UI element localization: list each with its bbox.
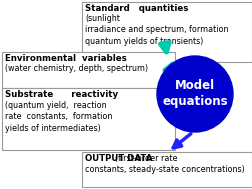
Text: Model: Model xyxy=(174,80,214,92)
Text: Substrate      reactivity: Substrate reactivity xyxy=(5,90,118,99)
Text: equations: equations xyxy=(162,95,227,108)
Text: (quantum yield,  reaction
rate  constants,  formation
yields of intermediates): (quantum yield, reaction rate constants,… xyxy=(5,101,112,133)
Text: Environmental  variables: Environmental variables xyxy=(5,54,126,63)
Text: OUTPUT DATA: OUTPUT DATA xyxy=(85,154,152,163)
Bar xyxy=(2,88,174,150)
Bar xyxy=(2,52,174,88)
Text: (first-order rate
constants, steady-state concentrations): (first-order rate constants, steady-stat… xyxy=(85,154,244,174)
Text: (sunlight
irradiance and spectrum, formation
quantum yields of transients): (sunlight irradiance and spectrum, forma… xyxy=(85,14,228,46)
Bar xyxy=(82,152,251,187)
Circle shape xyxy=(156,56,232,132)
Bar xyxy=(82,2,251,62)
Text: (water chemistry, depth, spectrum): (water chemistry, depth, spectrum) xyxy=(5,64,147,73)
Text: Standard   quantities: Standard quantities xyxy=(85,4,188,13)
